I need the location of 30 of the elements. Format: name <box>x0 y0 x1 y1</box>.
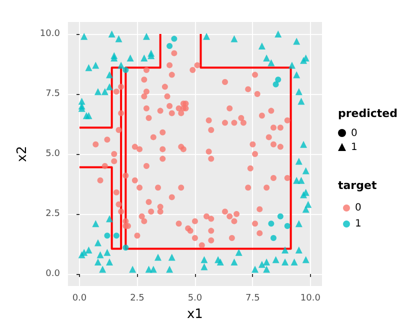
y-axis-title: x2 <box>15 146 30 162</box>
point <box>122 244 129 251</box>
text: target <box>338 179 377 192</box>
x-tick-label: 2.5 <box>130 294 144 304</box>
point <box>272 81 279 88</box>
y-tick-label: 7.5 <box>46 89 60 99</box>
point <box>171 36 178 42</box>
y-tick-label: 2.5 <box>46 209 60 219</box>
legend-label: 0 <box>355 202 362 214</box>
point <box>277 213 284 220</box>
x-tick-label: 5.0 <box>188 294 202 304</box>
text: 1 <box>351 142 358 152</box>
text: 0 <box>351 128 358 138</box>
point <box>113 232 120 239</box>
point <box>268 220 274 227</box>
point <box>104 232 110 239</box>
x-axis-title: x1 <box>186 307 203 322</box>
point <box>270 235 276 241</box>
x-tick-label: 7.5 <box>246 294 260 304</box>
point <box>122 67 129 73</box>
y-tick-label: 5.0 <box>46 149 60 159</box>
point <box>275 76 282 83</box>
x-tick-label: 10.0 <box>300 294 321 304</box>
legend-title: predicted <box>338 107 398 120</box>
legend-label: 1 <box>355 218 362 230</box>
point <box>166 43 173 49</box>
x-tick-label: 0.0 <box>72 294 87 304</box>
point <box>284 223 290 229</box>
y-tick-label: 0.0 <box>46 269 60 279</box>
y-tick-label: 10.0 <box>40 29 60 39</box>
